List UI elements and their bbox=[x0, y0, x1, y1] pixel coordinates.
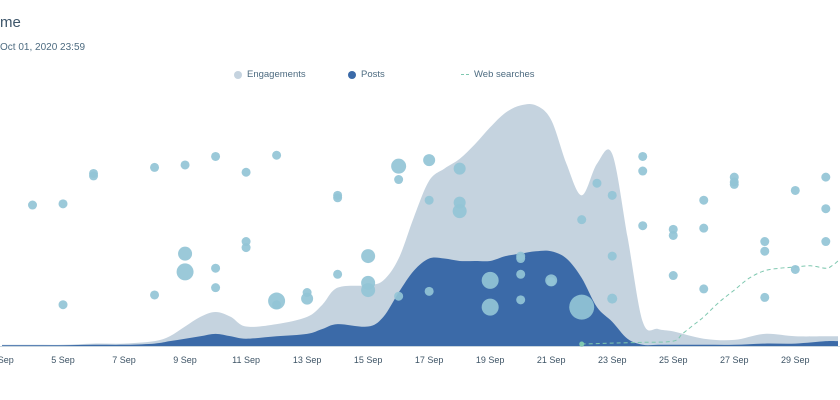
scatter-point-engagements bbox=[211, 283, 221, 293]
legend-item-web-searches[interactable]: Web searches bbox=[461, 69, 535, 80]
legend-posts-label: Posts bbox=[361, 69, 385, 80]
scatter-point-engagements bbox=[452, 204, 467, 219]
legend-item-posts[interactable]: Posts bbox=[348, 69, 385, 80]
scatter-point-engagements bbox=[668, 271, 678, 281]
x-tick-label: 25 Sep bbox=[659, 355, 688, 365]
x-tick-label: 29 Sep bbox=[781, 355, 810, 365]
scatter-point-engagements bbox=[638, 151, 648, 161]
legend: Engagements Posts Web searches bbox=[0, 69, 840, 83]
scatter-point-engagements bbox=[150, 162, 160, 172]
scatter-point-engagements bbox=[394, 175, 404, 185]
scatter-point-engagements bbox=[607, 251, 617, 261]
scatter-point-engagements bbox=[424, 286, 434, 296]
scatter-point-engagements bbox=[729, 179, 739, 189]
x-tick-label: 7 Sep bbox=[112, 355, 136, 365]
chart-title: me bbox=[0, 14, 21, 31]
scatter-point-engagements bbox=[481, 271, 499, 289]
scatter-point-engagements bbox=[699, 195, 709, 205]
x-tick-label: 19 Sep bbox=[476, 355, 505, 365]
legend-posts-dot-icon bbox=[348, 70, 356, 79]
scatter-point-engagements bbox=[699, 223, 709, 233]
scatter-point-engagements bbox=[607, 293, 618, 304]
scatter-point-engagements bbox=[638, 221, 648, 231]
x-tick-label: 13 Sep bbox=[293, 355, 322, 365]
chart-subtitle: Oct 01, 2020 23:59 bbox=[0, 42, 86, 53]
area-series-engagements bbox=[2, 104, 838, 346]
scatter-point-engagements bbox=[760, 237, 770, 247]
legend-web-searches-line-icon bbox=[461, 74, 469, 75]
scatter-point-engagements bbox=[516, 254, 526, 264]
scatter-point-engagements bbox=[211, 263, 221, 273]
scatter-point-engagements bbox=[546, 277, 556, 287]
scatter-point-engagements bbox=[821, 204, 831, 214]
scatter-point-engagements bbox=[361, 283, 376, 298]
scatter-point-engagements bbox=[790, 264, 800, 274]
scatter-point-engagements bbox=[516, 269, 526, 279]
scatter-point-engagements bbox=[361, 249, 376, 264]
scatter-point-engagements bbox=[423, 154, 436, 167]
scatter-point-engagements bbox=[668, 230, 678, 240]
scatter-point-engagements bbox=[58, 300, 68, 310]
scatter-point-engagements bbox=[638, 166, 648, 176]
scatter-point-engagements bbox=[821, 172, 831, 182]
line-series-web-searches-start-point bbox=[579, 341, 585, 347]
scatter-point-engagements bbox=[394, 291, 404, 301]
x-tick-label: 5 Sep bbox=[51, 355, 75, 365]
scatter-point-engagements bbox=[180, 160, 190, 170]
x-tick-label: 15 Sep bbox=[354, 355, 383, 365]
scatter-point-engagements bbox=[516, 295, 526, 305]
line-series-web-searches bbox=[581, 260, 839, 345]
scatter-point-engagements bbox=[481, 298, 499, 316]
scatter-point-engagements bbox=[301, 292, 314, 305]
scatter-point-engagements bbox=[178, 246, 193, 261]
area-series-posts bbox=[2, 250, 838, 346]
scatter-point-engagements bbox=[760, 292, 770, 302]
x-tick-label: 17 Sep bbox=[415, 355, 444, 365]
x-tick-label: 27 Sep bbox=[720, 355, 749, 365]
legend-engagements-dot-icon bbox=[234, 70, 242, 79]
scatter-point-engagements bbox=[241, 243, 251, 253]
scatter-point-engagements bbox=[569, 294, 595, 320]
x-tick-label: 21 Sep bbox=[537, 355, 566, 365]
scatter-point-engagements bbox=[790, 185, 800, 195]
x-tick-label: 3 Sep bbox=[0, 355, 14, 365]
scatter-point-engagements bbox=[391, 158, 407, 174]
legend-engagements-label: Engagements bbox=[247, 69, 306, 80]
x-tick-label: 9 Sep bbox=[173, 355, 197, 365]
scatter-point-engagements bbox=[272, 150, 282, 160]
scatter-point-engagements bbox=[821, 237, 831, 247]
legend-web-searches-label: Web searches bbox=[474, 69, 535, 80]
scatter-point-engagements bbox=[150, 290, 160, 300]
scatter-point-engagements bbox=[333, 190, 343, 200]
scatter-point-engagements bbox=[89, 168, 99, 178]
scatter-point-engagements bbox=[577, 215, 587, 225]
scatter-point-engagements bbox=[424, 195, 434, 205]
scatter-point-engagements bbox=[241, 167, 251, 177]
scatter-point-engagements bbox=[607, 190, 617, 200]
scatter-point-engagements bbox=[699, 284, 709, 294]
x-tick-label: 11 Sep bbox=[232, 355, 260, 365]
legend-item-engagements[interactable]: Engagements bbox=[234, 69, 306, 80]
x-tick-label: 23 Sep bbox=[598, 355, 627, 365]
scatter-point-engagements bbox=[760, 246, 770, 256]
scatter-point-engagements bbox=[211, 151, 221, 161]
scatter-point-engagements bbox=[58, 199, 68, 209]
scatter-point-engagements bbox=[453, 162, 466, 175]
scatter-point-engagements bbox=[176, 263, 194, 281]
scatter-point-engagements bbox=[592, 178, 602, 188]
scatter-point-engagements bbox=[272, 300, 282, 310]
scatter-point-engagements bbox=[333, 269, 343, 279]
scatter-point-engagements bbox=[28, 200, 38, 210]
